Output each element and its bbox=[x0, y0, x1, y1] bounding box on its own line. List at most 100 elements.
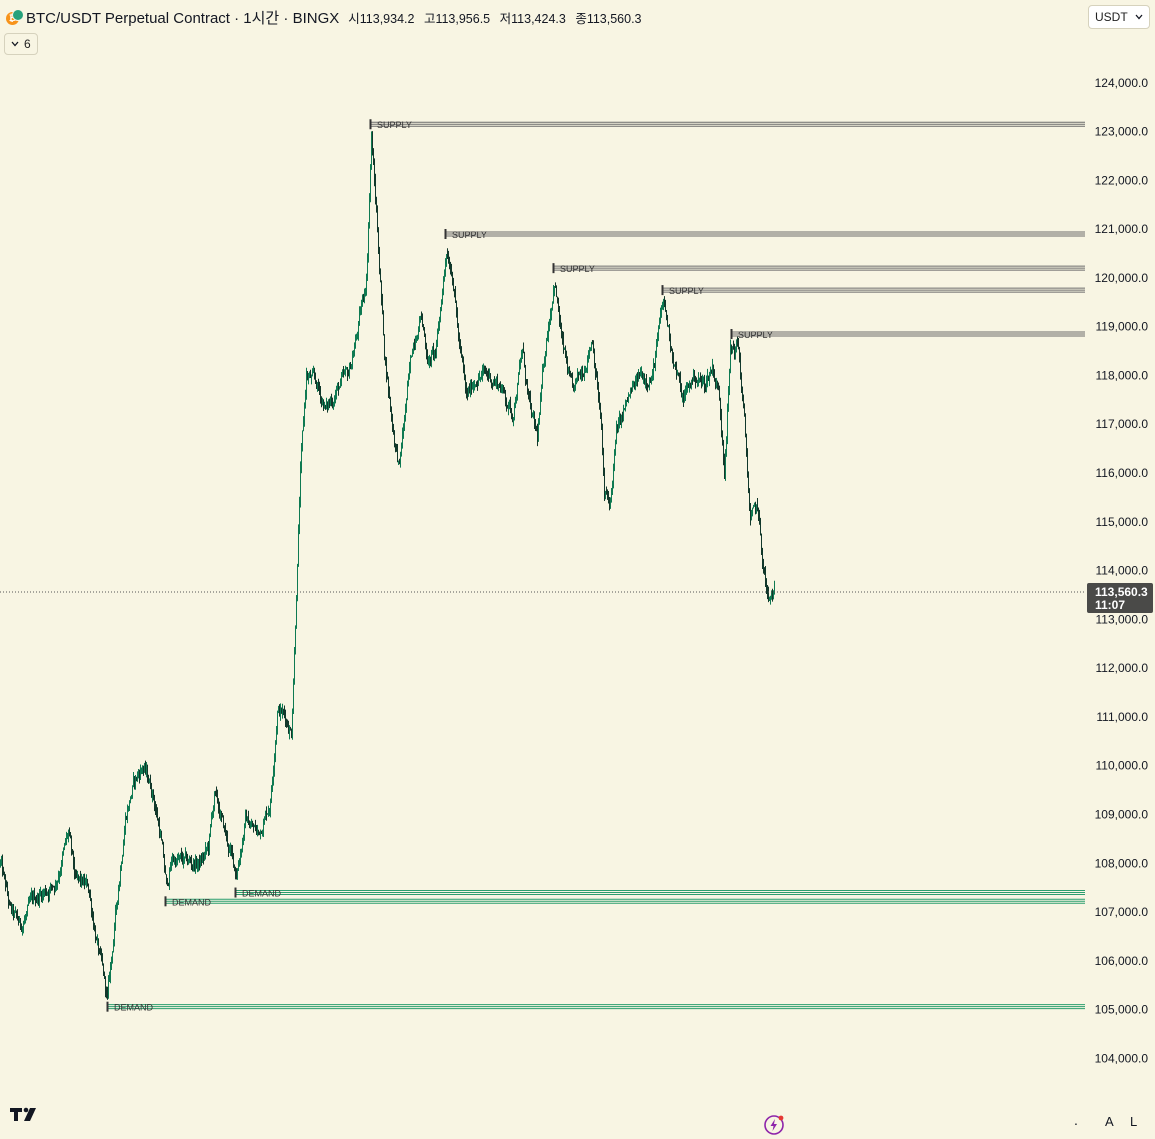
candle-body bbox=[132, 785, 133, 796]
candle-body bbox=[266, 811, 267, 815]
candle-body bbox=[491, 381, 492, 384]
candle-body bbox=[456, 300, 457, 313]
candle-body bbox=[480, 377, 481, 379]
candle-body bbox=[255, 825, 256, 830]
symbol-title[interactable]: BTC/USDT Perpetual Contract · 1시간 · BING… bbox=[26, 9, 340, 27]
log-scale-button[interactable]: L bbox=[1130, 1114, 1138, 1129]
auto-scale-button[interactable]: A bbox=[1105, 1114, 1114, 1129]
candle-body bbox=[673, 357, 674, 366]
candle-body bbox=[655, 354, 656, 366]
candle-body bbox=[554, 286, 555, 290]
candle-body bbox=[133, 777, 134, 786]
candle-body bbox=[333, 404, 334, 406]
candle-body bbox=[585, 369, 586, 371]
candle-body bbox=[138, 773, 139, 775]
price-axis[interactable]: 104,000.0 105,000.0 106,000.0 107,000.0 108,… bbox=[1087, 76, 1153, 1066]
candle-body bbox=[562, 334, 563, 339]
candle-body bbox=[476, 384, 477, 386]
currency-select[interactable]: USDT bbox=[1088, 5, 1150, 29]
candle-body bbox=[298, 528, 299, 565]
candle-body bbox=[475, 384, 476, 386]
candle-body bbox=[509, 401, 510, 404]
candle-body bbox=[283, 710, 284, 712]
candle-body bbox=[10, 902, 11, 905]
candle-body bbox=[715, 378, 716, 383]
candle-body bbox=[489, 373, 490, 377]
candle-body bbox=[640, 373, 641, 377]
candle-body bbox=[469, 389, 470, 393]
candle-body bbox=[582, 372, 583, 376]
candle-body bbox=[501, 390, 502, 392]
candle-body bbox=[110, 965, 111, 978]
candle-body bbox=[289, 729, 290, 734]
candle-body bbox=[772, 594, 773, 599]
candle-body bbox=[530, 396, 531, 406]
candle-body bbox=[697, 382, 698, 384]
candle-body bbox=[16, 911, 17, 914]
candle-body bbox=[228, 843, 229, 851]
candle-body bbox=[354, 348, 355, 355]
candle-body bbox=[8, 893, 9, 903]
candle-body bbox=[74, 863, 75, 875]
open-label: 시 bbox=[348, 11, 360, 26]
candle-body bbox=[755, 503, 756, 510]
candle-body bbox=[436, 344, 437, 352]
candle-body bbox=[296, 601, 297, 628]
supply-zone-label: SUPPLY bbox=[669, 286, 704, 296]
candle-body bbox=[75, 874, 76, 876]
lightning-bolt-icon[interactable] bbox=[763, 1114, 785, 1136]
candle-body bbox=[288, 726, 289, 734]
candle-body bbox=[263, 824, 264, 834]
candle-body bbox=[144, 766, 145, 771]
indicator-toggle-button[interactable]: 6 bbox=[4, 33, 38, 55]
candle-body bbox=[541, 385, 542, 398]
demand-zone-label: DEMAND bbox=[172, 897, 212, 907]
candle-body bbox=[478, 378, 479, 386]
candle-body bbox=[7, 886, 8, 894]
candle-body bbox=[220, 814, 221, 817]
bitcoin-icon[interactable]: ₿ bbox=[6, 9, 24, 25]
y-tick-label: 116,000.0 bbox=[1096, 466, 1149, 480]
candle-body bbox=[427, 355, 428, 364]
candle-body bbox=[498, 384, 499, 387]
candle-body bbox=[416, 340, 417, 342]
candle-body bbox=[526, 379, 527, 384]
candle-body bbox=[525, 366, 526, 380]
candle-body bbox=[29, 900, 30, 902]
candle-body bbox=[536, 426, 537, 430]
candle-body bbox=[368, 226, 369, 257]
candle-body bbox=[223, 815, 224, 828]
candle-body bbox=[637, 375, 638, 380]
candle-body bbox=[305, 393, 306, 405]
tradingview-logo-icon[interactable] bbox=[10, 1106, 42, 1124]
candle-body bbox=[217, 791, 218, 801]
candle-body bbox=[706, 381, 707, 388]
candle-body bbox=[244, 824, 245, 837]
candle-body bbox=[36, 900, 37, 902]
candle-body bbox=[42, 894, 43, 899]
candle-body bbox=[691, 379, 692, 386]
candle-body bbox=[617, 425, 618, 431]
candle-body bbox=[773, 592, 774, 599]
candle-body bbox=[727, 409, 728, 438]
candle-body bbox=[453, 280, 454, 290]
y-tick-label: 112,000.0 bbox=[1096, 661, 1149, 675]
candle-body bbox=[464, 369, 465, 377]
candle-body bbox=[136, 777, 137, 779]
candle-body bbox=[376, 198, 377, 212]
candle-body bbox=[131, 795, 132, 799]
candle-body bbox=[85, 882, 86, 884]
candle-body bbox=[632, 385, 633, 392]
candle-body bbox=[523, 348, 524, 353]
indicator-count: 6 bbox=[24, 37, 31, 51]
candle-body bbox=[174, 859, 175, 862]
candle-body bbox=[167, 880, 168, 884]
candle-body bbox=[688, 385, 689, 388]
candle-body bbox=[425, 336, 426, 347]
candle-body bbox=[60, 872, 61, 876]
candle-body bbox=[158, 819, 159, 824]
candle-body bbox=[30, 897, 31, 901]
candle-body bbox=[684, 395, 685, 402]
candle-body bbox=[373, 154, 374, 165]
